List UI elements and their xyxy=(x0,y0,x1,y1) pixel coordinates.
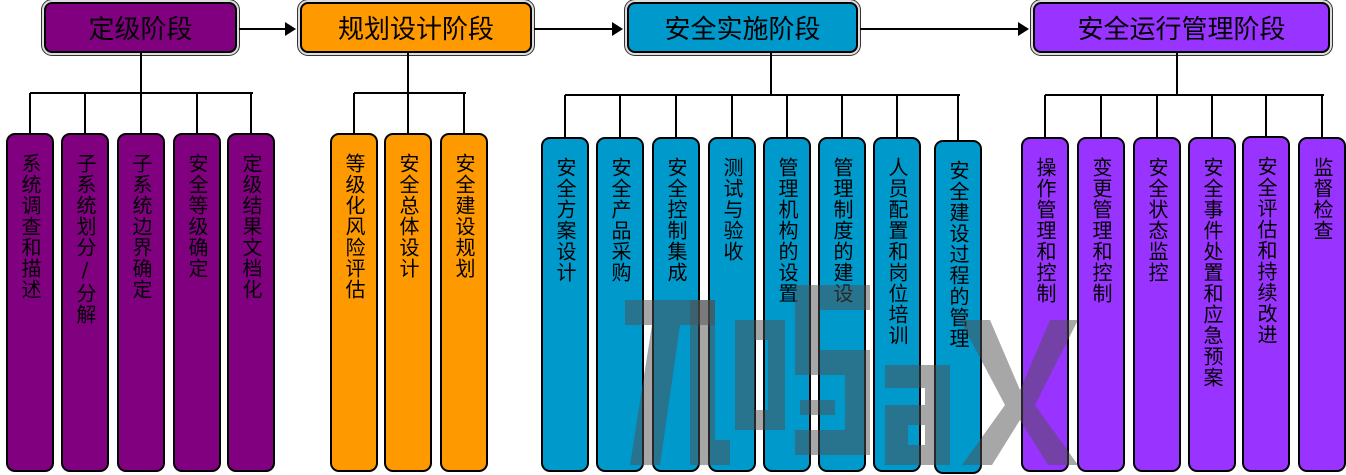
drop-line xyxy=(140,93,142,133)
arrow-connector xyxy=(534,22,623,36)
step-label: 安全方案设计 xyxy=(553,157,577,283)
phase-box: 定级阶段 xyxy=(44,2,237,53)
drop-line xyxy=(1211,95,1213,137)
drop-line xyxy=(1100,95,1102,137)
step-box: 系统调查和描述 xyxy=(6,133,54,472)
step-label: 安全评估和持续改进 xyxy=(1254,156,1278,345)
drop-line xyxy=(353,93,355,133)
drop-line xyxy=(731,95,733,137)
arrow-connector xyxy=(239,22,296,36)
phase-box: 安全运行管理阶段 xyxy=(1033,2,1330,53)
step-label: 测试与验收 xyxy=(720,157,744,262)
drop-line xyxy=(619,95,621,137)
trunk-line xyxy=(1176,53,1178,95)
drop-line xyxy=(29,93,31,133)
step-label: 人员配置和岗位培训 xyxy=(885,157,909,346)
drop-line xyxy=(1265,95,1267,136)
drop-line xyxy=(841,95,843,137)
drop-line xyxy=(564,95,566,137)
drop-line xyxy=(463,93,465,133)
step-label: 操作管理和控制 xyxy=(1033,157,1057,304)
phase-title: 安全实施阶段 xyxy=(664,15,821,45)
step-box: 安全事件处置和应急预案 xyxy=(1188,137,1236,472)
step-label: 安全状态监控 xyxy=(1145,157,1169,283)
branch-line xyxy=(354,92,466,94)
drop-line xyxy=(250,93,252,133)
drop-line xyxy=(896,95,898,137)
step-label: 变更管理和控制 xyxy=(1089,157,1113,304)
step-box: 定级结果文档化 xyxy=(227,133,275,472)
phase-title: 定级阶段 xyxy=(88,15,193,45)
phase-title: 规划设计阶段 xyxy=(337,15,494,45)
arrow-connector xyxy=(860,22,1029,36)
step-label: 安全总体设计 xyxy=(396,153,420,279)
drop-line xyxy=(1044,95,1046,137)
step-label: 安全等级确定 xyxy=(185,153,209,279)
trunk-line xyxy=(407,53,409,93)
step-box: 安全产品采购 xyxy=(596,137,644,472)
step-label: 监督检查 xyxy=(1310,157,1334,241)
step-box: 子系统边界确定 xyxy=(117,133,165,472)
phase-box: 安全实施阶段 xyxy=(627,2,858,53)
drop-line xyxy=(1321,95,1323,137)
step-box: 安全建设过程的管理 xyxy=(934,140,982,474)
drop-line xyxy=(407,93,409,133)
step-label: 安全控制集成 xyxy=(664,157,688,283)
step-label: 定级结果文档化 xyxy=(239,153,263,300)
trunk-line xyxy=(140,53,142,93)
step-label: 子系统划分/分解 xyxy=(73,153,97,325)
step-label: 子系统边界确定 xyxy=(129,153,153,300)
drop-line xyxy=(84,93,86,133)
step-box: 安全状态监控 xyxy=(1133,137,1181,472)
step-label: 等级化风险评估 xyxy=(342,153,366,300)
step-label: 安全建设过程的管理 xyxy=(946,160,970,349)
step-label: 管理机构的设置 xyxy=(775,157,799,304)
drop-line xyxy=(675,95,677,137)
drop-line xyxy=(196,93,198,133)
branch-line xyxy=(565,94,960,96)
step-box: 等级化风险评估 xyxy=(330,133,378,472)
step-box: 管理机构的设置 xyxy=(763,137,811,472)
phase-box: 规划设计阶段 xyxy=(300,2,532,53)
drop-line xyxy=(1156,95,1158,137)
step-box: 变更管理和控制 xyxy=(1077,137,1125,472)
phase-title: 安全运行管理阶段 xyxy=(1077,15,1286,45)
step-label: 安全产品采购 xyxy=(608,157,632,283)
drop-line xyxy=(786,95,788,137)
step-box: 安全等级确定 xyxy=(173,133,221,472)
step-box: 安全总体设计 xyxy=(384,133,432,472)
step-box: 操作管理和控制 xyxy=(1021,137,1069,472)
step-label: 安全建设规划 xyxy=(452,153,476,279)
branch-line xyxy=(1045,94,1324,96)
step-box: 子系统划分/分解 xyxy=(61,133,109,472)
step-box: 测试与验收 xyxy=(708,137,756,472)
step-label: 系统调查和描述 xyxy=(18,153,42,300)
drop-line xyxy=(957,95,959,140)
step-box: 人员配置和岗位培训 xyxy=(873,137,921,472)
step-box: 安全评估和持续改进 xyxy=(1242,136,1290,472)
step-label: 安全事件处置和应急预案 xyxy=(1200,157,1224,388)
trunk-line xyxy=(770,53,772,95)
step-box: 安全方案设计 xyxy=(541,137,589,472)
step-box: 安全建设规划 xyxy=(440,133,488,472)
step-box: 安全控制集成 xyxy=(652,137,700,472)
step-box: 管理制度的建设 xyxy=(818,137,866,472)
step-label: 管理制度的建设 xyxy=(830,157,854,304)
step-box: 监督检查 xyxy=(1298,137,1346,472)
